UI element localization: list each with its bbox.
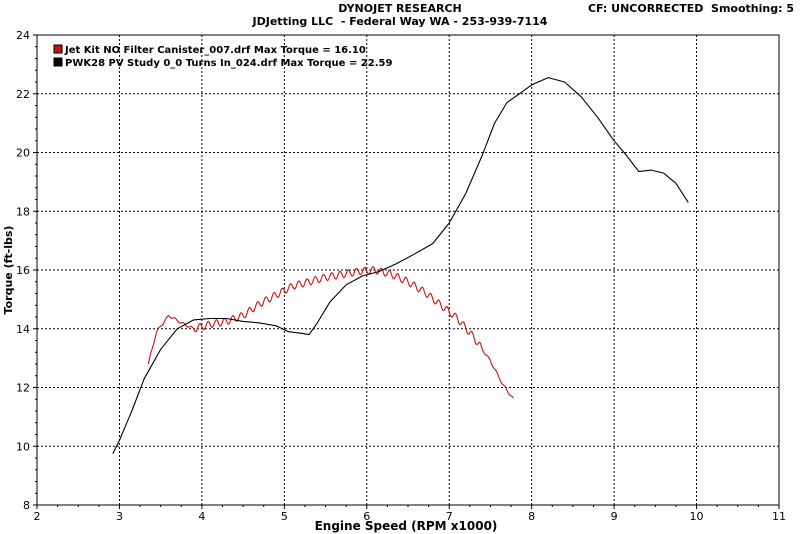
y-tick-label: 12	[16, 382, 30, 395]
y-tick-label: 20	[16, 147, 30, 160]
x-tick-label: 10	[690, 510, 704, 523]
axis-ticks: 2 3 4 5 6 7 8 9 10 11 8 10 12 14 16 18 20 22 24	[16, 29, 786, 523]
series-layer	[112, 77, 689, 454]
x-tick-label: 4	[198, 510, 205, 523]
y-axis-label: Torque (ft-lbs)	[2, 226, 15, 315]
chart-subtitle: JDJetting LLC - Federal Way WA - 253-939…	[252, 15, 548, 28]
x-tick-label: 5	[281, 510, 288, 523]
legend: Jet Kit NO Filter Canister_007.drf Max T…	[53, 44, 392, 69]
legend-swatch-1	[53, 44, 63, 54]
chart-title: DYNOJET RESEARCH	[338, 2, 462, 15]
series-line-2	[112, 77, 689, 454]
x-axis-label: Engine Speed (RPM x1000)	[315, 519, 498, 533]
x-tick-label: 11	[772, 510, 786, 523]
x-tick-label: 2	[34, 510, 41, 523]
x-tick-label: 6	[363, 510, 370, 523]
y-tick-label: 16	[16, 264, 30, 277]
x-tick-label: 7	[446, 510, 453, 523]
legend-label-2: PWK28 PV Study 0_0 Turns In_024.drf Max …	[65, 58, 392, 69]
y-tick-label: 10	[16, 440, 30, 453]
y-tick-label: 22	[16, 88, 30, 101]
y-tick-label: 18	[16, 205, 30, 218]
y-tick-label: 24	[16, 29, 30, 42]
x-tick-label: 9	[611, 510, 618, 523]
y-tick-label: 14	[16, 323, 30, 336]
y-tick-label: 8	[23, 499, 30, 512]
grid	[37, 35, 779, 505]
plot-area	[36, 34, 780, 506]
correction-settings: CF: UNCORRECTED Smoothing: 5	[587, 2, 794, 15]
legend-swatch-2	[53, 57, 63, 67]
legend-label-1: Jet Kit NO Filter Canister_007.drf Max T…	[64, 45, 366, 56]
x-tick-label: 8	[528, 510, 535, 523]
x-tick-label: 3	[116, 510, 123, 523]
series-line-1	[147, 266, 514, 399]
